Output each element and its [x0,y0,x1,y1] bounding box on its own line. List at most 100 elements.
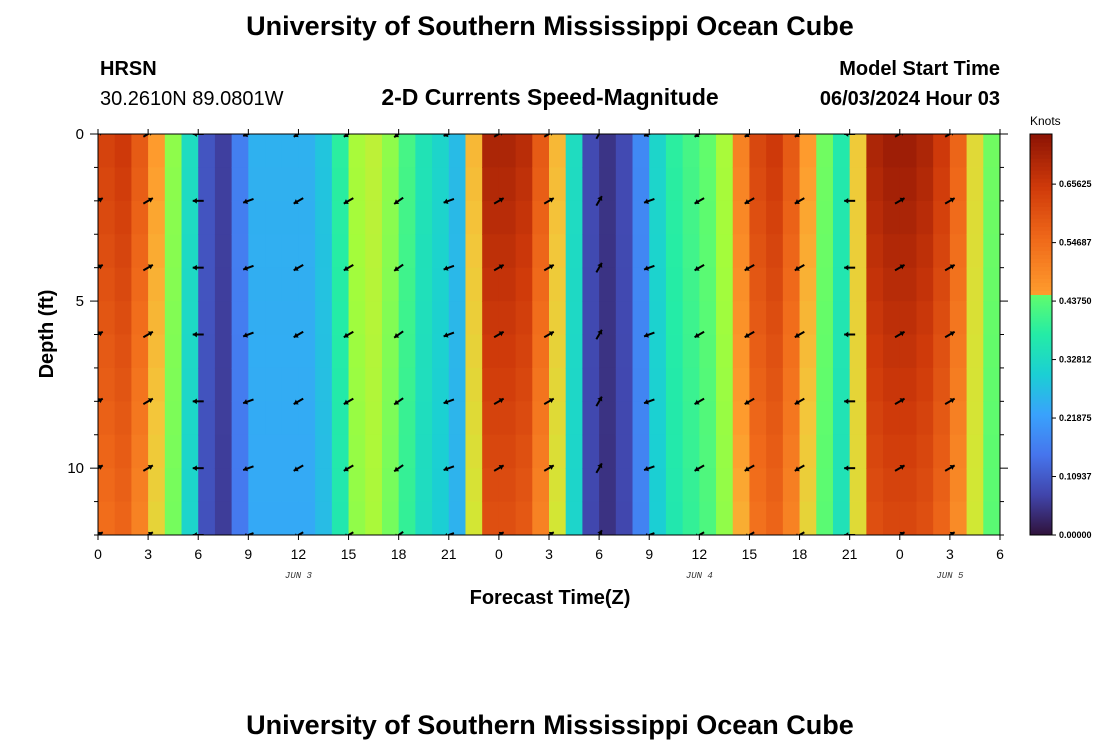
heatmap-cell [649,234,667,269]
colorbar-swatch [1030,274,1052,279]
heatmap-cell [131,167,149,202]
heatmap-cell [849,134,867,169]
heatmap-cell [866,267,884,302]
heatmap-cell [231,134,249,169]
heatmap-cell [782,468,801,503]
heatmap-cell [465,501,483,535]
heatmap-cell [582,301,600,336]
heatmap-cell [849,234,867,269]
heatmap-cell [549,367,567,402]
heatmap-cell [649,267,667,302]
heatmap-cell [816,167,834,202]
heatmap-cell [649,401,667,436]
heatmap-cell [198,167,216,202]
heatmap-cell [98,167,116,202]
heatmap-cell [716,301,734,336]
heatmap-cell [331,401,350,436]
heatmap-cell [365,401,383,436]
heatmap-cell [949,167,968,202]
heatmap-cell [114,501,133,535]
current-arrow [844,134,856,137]
heatmap-cell [816,434,834,469]
heatmap-cell [782,267,801,302]
current-arrow [192,331,204,338]
heatmap-cell [766,501,784,535]
heatmap-cell [164,301,183,336]
heatmap-cell [248,401,266,436]
heatmap-cell [448,468,467,503]
heatmap-cell [348,167,366,202]
heatmap-cell [131,200,149,235]
heatmap-cell [281,301,300,336]
heatmap-cell [983,234,1000,269]
heatmap-cell [448,501,467,535]
current-arrow [393,397,404,406]
x-tick-label: 0 [495,546,503,562]
heatmap-cell [448,301,467,336]
heatmap-cell [331,167,350,202]
heatmap-cell [983,367,1000,402]
heatmap-cell [883,367,901,402]
colorbar-swatch [1030,134,1052,139]
current-arrow [543,464,555,472]
current-arrow [192,398,204,405]
heatmap-cell [515,334,533,369]
heatmap-cell [381,501,400,535]
heatmap-cell [615,367,634,402]
heatmap-cell [983,200,1000,235]
heatmap-cell [632,200,650,235]
heatmap-cell [231,468,249,503]
heatmap-cell [415,334,433,369]
heatmap-cell [933,468,951,503]
heatmap-cell [732,468,751,503]
heatmap-cell [181,367,199,402]
heatmap-cell [432,134,450,169]
current-arrow [343,197,354,205]
heatmap-cell [198,401,216,436]
heatmap-cell [983,334,1000,369]
colorbar-swatch [1030,190,1052,195]
current-arrow [393,464,404,473]
heatmap-cell [782,167,801,202]
heatmap-cell [231,401,249,436]
heatmap-cell [532,200,550,235]
colorbar-swatch [1030,238,1052,243]
heatmap-cell [181,334,199,369]
heatmap-cell [799,367,817,402]
heatmap-cell [732,501,751,535]
heatmap-cell [98,367,116,402]
heatmap-cell [682,401,700,436]
heatmap-cell [532,401,550,436]
heatmap-cell [732,401,751,436]
heatmap-cell [398,234,416,269]
heatmap-cell [248,234,266,269]
heatmap-cell [916,434,934,469]
heatmap-cell [281,134,300,169]
heatmap-cell [782,134,801,169]
current-arrow [393,134,401,138]
heatmap-cell [498,234,517,269]
heatmap-cell [832,301,851,336]
heatmap-cell [766,468,784,503]
colorbar-swatch [1030,170,1052,175]
heatmap-cell [916,200,934,235]
heatmap-cell [665,200,684,235]
heatmap-cell [866,367,884,402]
heatmap-cell [198,367,216,402]
heatmap-cell [782,401,801,436]
heatmap-cell [114,434,133,469]
heatmap-cell [198,200,216,235]
heatmap-cell [682,301,700,336]
heatmap-cell [164,434,183,469]
heatmap-cell [816,301,834,336]
heatmap-cell [832,434,851,469]
heatmap-cell [231,301,249,336]
heatmap-cell [599,200,617,235]
heatmap-cell [699,167,717,202]
heatmap-cell [198,501,216,535]
current-arrow [643,331,655,338]
heatmap-cell [98,501,116,535]
heatmap-cell [148,200,166,235]
current-arrow [192,264,204,271]
heatmap-cell [448,367,467,402]
